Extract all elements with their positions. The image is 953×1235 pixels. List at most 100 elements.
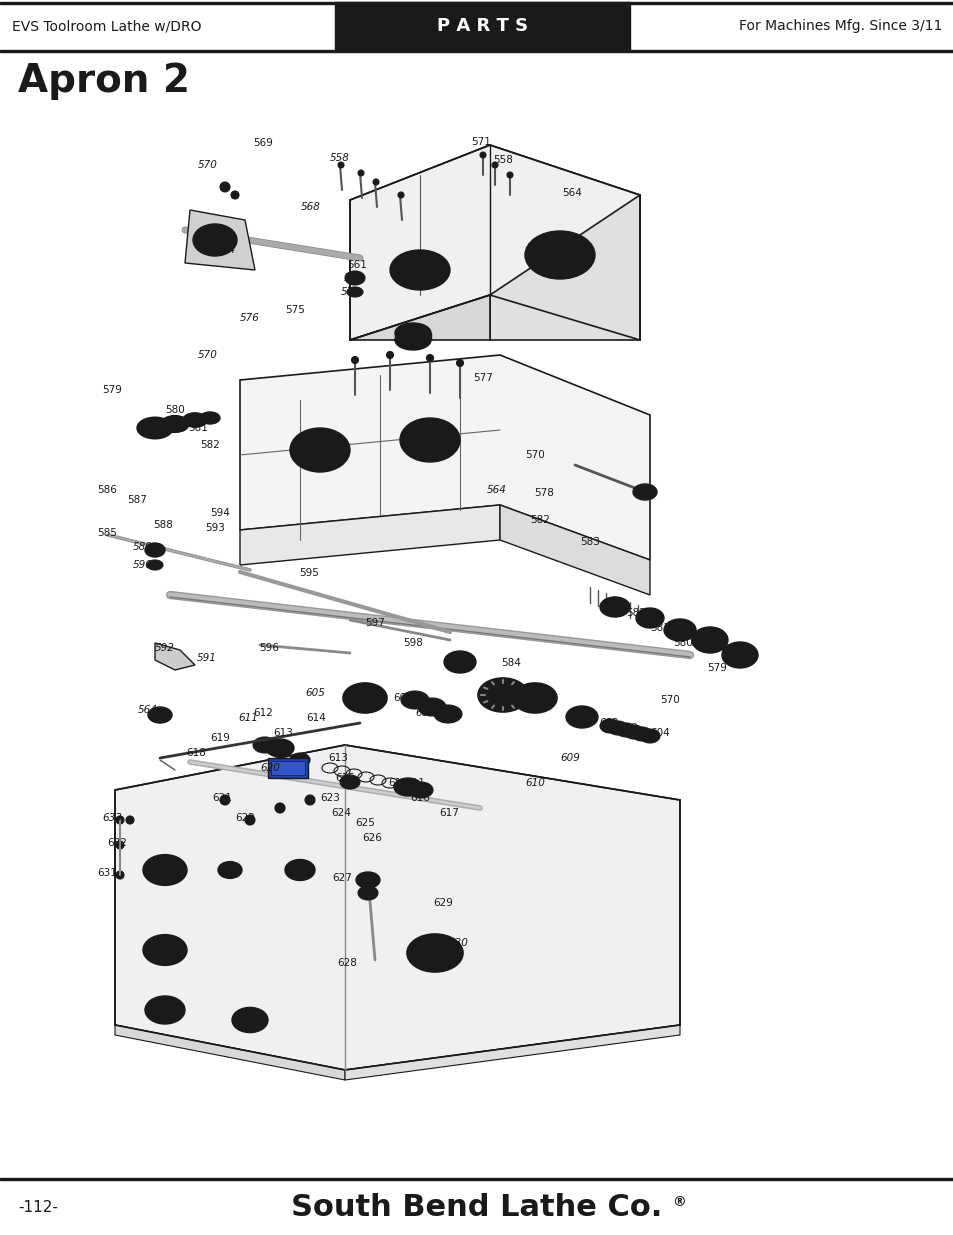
Ellipse shape — [147, 559, 163, 571]
Ellipse shape — [407, 934, 462, 972]
Ellipse shape — [355, 872, 379, 888]
Ellipse shape — [351, 689, 378, 706]
Ellipse shape — [663, 619, 696, 641]
Ellipse shape — [415, 940, 455, 966]
Text: 581: 581 — [188, 424, 208, 433]
Ellipse shape — [148, 939, 182, 962]
Ellipse shape — [183, 412, 207, 427]
Ellipse shape — [427, 948, 442, 958]
Circle shape — [220, 182, 230, 191]
Ellipse shape — [204, 415, 215, 421]
Ellipse shape — [513, 683, 557, 713]
Text: 632: 632 — [107, 839, 127, 848]
Polygon shape — [115, 745, 679, 1070]
Ellipse shape — [236, 1011, 263, 1029]
Polygon shape — [240, 505, 499, 564]
Text: 616: 616 — [410, 793, 430, 803]
Text: 587: 587 — [127, 495, 147, 505]
Circle shape — [116, 816, 124, 824]
Circle shape — [456, 359, 463, 367]
Ellipse shape — [145, 995, 185, 1024]
Ellipse shape — [534, 238, 585, 272]
Text: 579: 579 — [102, 385, 122, 395]
Text: 631: 631 — [97, 868, 117, 878]
Text: 618: 618 — [186, 748, 206, 758]
Text: 579: 579 — [706, 663, 726, 673]
Ellipse shape — [218, 862, 242, 878]
Ellipse shape — [143, 855, 187, 885]
Text: 625: 625 — [355, 818, 375, 827]
Circle shape — [220, 795, 230, 805]
Ellipse shape — [148, 706, 172, 722]
Circle shape — [305, 795, 314, 805]
Text: 594: 594 — [210, 508, 230, 517]
Text: 571: 571 — [471, 137, 491, 147]
Ellipse shape — [484, 683, 520, 706]
Ellipse shape — [519, 688, 550, 708]
Ellipse shape — [161, 416, 189, 432]
Polygon shape — [154, 643, 194, 671]
Ellipse shape — [639, 729, 659, 743]
Circle shape — [492, 162, 497, 168]
Circle shape — [397, 191, 403, 198]
Text: 570: 570 — [524, 450, 544, 459]
Text: 599: 599 — [493, 688, 513, 698]
Text: 613: 613 — [273, 727, 293, 739]
Ellipse shape — [165, 417, 185, 430]
Ellipse shape — [607, 721, 627, 735]
Text: 606: 606 — [393, 693, 413, 703]
Circle shape — [506, 172, 513, 178]
Text: 608: 608 — [431, 708, 451, 718]
Text: 570: 570 — [198, 161, 217, 170]
Text: 595: 595 — [298, 568, 318, 578]
Ellipse shape — [616, 722, 636, 737]
Text: 615: 615 — [335, 773, 355, 783]
Ellipse shape — [290, 863, 310, 877]
Text: 589: 589 — [132, 542, 152, 552]
Ellipse shape — [345, 270, 365, 285]
Ellipse shape — [631, 727, 651, 741]
Ellipse shape — [417, 698, 446, 716]
Circle shape — [351, 357, 358, 363]
Text: ®: ® — [671, 1195, 685, 1209]
Ellipse shape — [439, 709, 456, 719]
Ellipse shape — [599, 597, 629, 618]
Ellipse shape — [201, 230, 229, 249]
Ellipse shape — [143, 935, 187, 966]
Circle shape — [479, 152, 485, 158]
Text: 590: 590 — [132, 559, 152, 571]
Ellipse shape — [390, 249, 450, 290]
Ellipse shape — [253, 737, 276, 753]
Text: 564: 564 — [138, 705, 158, 715]
Ellipse shape — [399, 417, 459, 462]
Text: 592: 592 — [155, 643, 174, 653]
Text: 619: 619 — [210, 734, 230, 743]
Ellipse shape — [410, 426, 450, 454]
Text: 628: 628 — [336, 958, 356, 968]
Bar — [0, 49, 953, 52]
Ellipse shape — [285, 860, 314, 881]
Text: 570: 570 — [689, 638, 709, 648]
Text: 596: 596 — [259, 643, 278, 653]
Text: 634: 634 — [401, 337, 421, 347]
Text: 633: 633 — [102, 813, 122, 823]
Ellipse shape — [193, 224, 236, 256]
Text: Apron 2: Apron 2 — [18, 62, 190, 100]
Text: 602: 602 — [598, 718, 618, 727]
Text: 558: 558 — [493, 156, 513, 165]
Ellipse shape — [339, 776, 359, 789]
Text: South Bend Lathe Co.: South Bend Lathe Co. — [291, 1193, 662, 1221]
Text: 601: 601 — [568, 708, 587, 718]
Ellipse shape — [395, 324, 431, 343]
Text: 585: 585 — [97, 529, 117, 538]
Ellipse shape — [565, 706, 598, 727]
Text: 611: 611 — [238, 713, 257, 722]
Circle shape — [426, 354, 433, 362]
Ellipse shape — [266, 739, 294, 757]
Ellipse shape — [524, 231, 595, 279]
Circle shape — [116, 871, 124, 879]
Ellipse shape — [623, 725, 643, 739]
Text: 612: 612 — [388, 778, 408, 788]
Text: P A R T S: P A R T S — [436, 17, 528, 35]
Ellipse shape — [394, 778, 421, 797]
